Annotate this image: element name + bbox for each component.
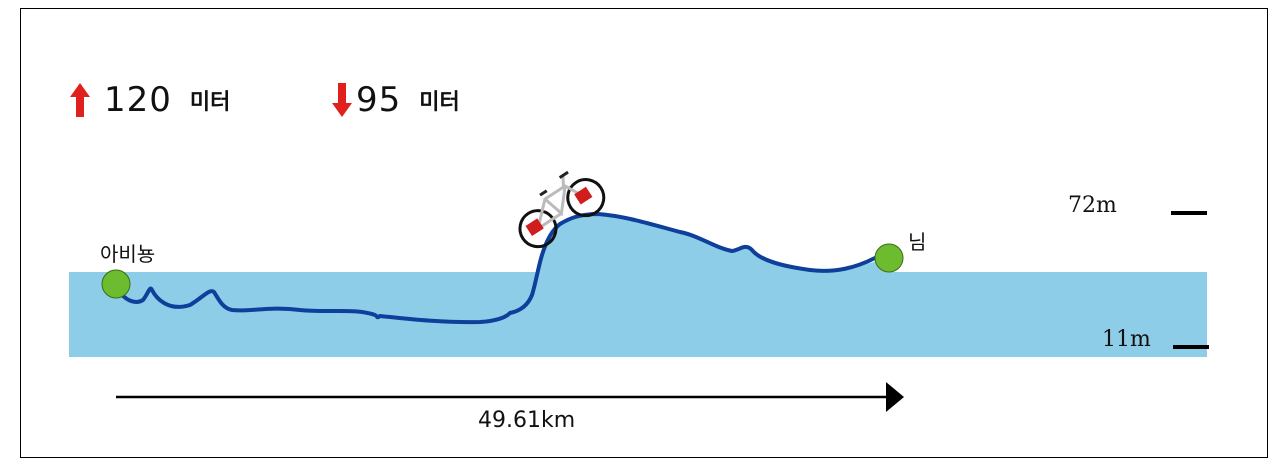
bicycle-icon xyxy=(518,170,606,249)
arrow-down-icon xyxy=(332,83,352,117)
min-elevation-label: 11m xyxy=(1102,327,1151,352)
start-marker-icon xyxy=(101,269,131,299)
max-elevation-label: 72m xyxy=(1068,193,1117,218)
start-label: 아비뇽 xyxy=(100,242,156,266)
ascent-unit: 미터 xyxy=(189,90,231,115)
diagram-frame xyxy=(20,8,1268,458)
distance-arrow-icon xyxy=(886,382,904,412)
descent-value: 95 xyxy=(356,80,402,120)
descent-unit: 미터 xyxy=(419,90,460,115)
descent-stat: 95 미터 xyxy=(332,80,460,120)
max-elevation-tick xyxy=(1171,211,1207,215)
end-marker-icon xyxy=(874,243,904,273)
route-line xyxy=(116,211,877,325)
arrow-up-icon xyxy=(70,83,90,117)
ascent-value: 120 xyxy=(104,80,172,120)
end-label: 님 xyxy=(908,230,927,254)
ascent-stat: 120 미터 xyxy=(70,80,230,120)
min-elevation-tick xyxy=(1173,345,1209,349)
distance-label: 49.61km xyxy=(478,408,576,433)
terrain-fill xyxy=(69,215,890,322)
